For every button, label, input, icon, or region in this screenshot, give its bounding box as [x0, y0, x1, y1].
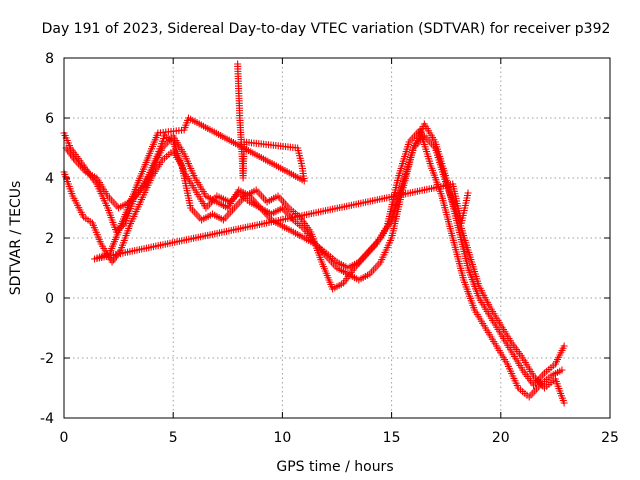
series-trace-b — [60, 126, 566, 401]
data-point-trace-a-396 — [560, 342, 568, 350]
series-trace-a — [60, 120, 568, 389]
y-tick-label-4: 4 — [45, 171, 54, 187]
data-points — [60, 60, 568, 407]
data-point-trace-b-405 — [558, 366, 566, 374]
y-axis-label: SDTVAR / TECUs — [8, 181, 24, 296]
x-tick-label-4: 20 — [492, 430, 510, 446]
y-tick-label-0: -4 — [40, 411, 54, 427]
x-tick-label-3: 15 — [383, 430, 401, 446]
series-trace-c — [62, 132, 568, 407]
data-point-trace-c-348 — [560, 399, 568, 407]
y-tick-label-1: -2 — [40, 351, 54, 367]
chart-title: Day 191 of 2023, Sidereal Day-to-day VTE… — [42, 21, 611, 37]
grid — [64, 58, 610, 418]
plot-frame — [63, 57, 611, 419]
y-tick-label-2: 0 — [45, 291, 54, 307]
tick-labels: 0 5 10 15 20 25 -4 -2 0 2 4 6 8 — [40, 51, 619, 446]
x-tick-label-2: 10 — [273, 430, 291, 446]
x-tick-label-1: 5 — [169, 430, 178, 446]
series-spikes — [91, 60, 472, 263]
y-tick-label-3: 2 — [45, 231, 54, 247]
x-axis-label: GPS time / hours — [276, 459, 393, 475]
x-tick-label-5: 25 — [601, 430, 619, 446]
y-tick-label-5: 6 — [45, 111, 54, 127]
y-tick-label-6: 8 — [45, 51, 54, 67]
data-point-spikes-405 — [464, 189, 472, 197]
x-tick-label-0: 0 — [60, 430, 69, 446]
